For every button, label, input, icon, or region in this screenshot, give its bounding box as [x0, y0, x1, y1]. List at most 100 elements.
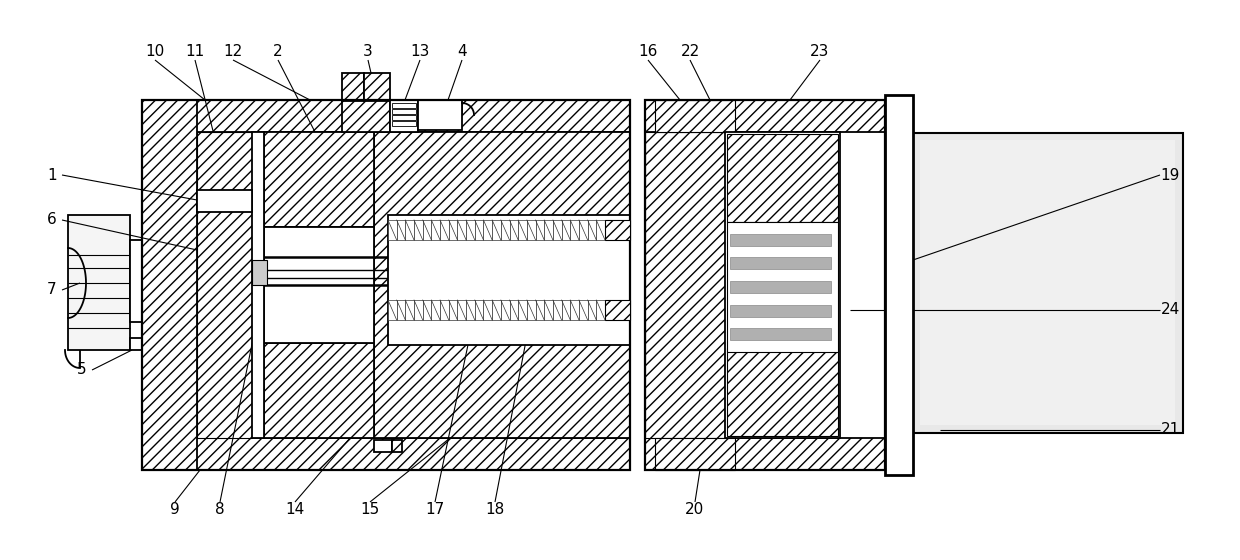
Bar: [588, 220, 596, 240]
Text: 12: 12: [223, 44, 243, 59]
Bar: [920, 140, 1176, 425]
Bar: [536, 220, 544, 240]
Bar: [392, 109, 415, 114]
Text: 20: 20: [686, 502, 704, 517]
Bar: [553, 220, 562, 240]
Bar: [143, 100, 630, 470]
Text: 4: 4: [458, 44, 466, 59]
Bar: [570, 220, 579, 240]
Bar: [418, 100, 463, 130]
Bar: [553, 300, 562, 320]
Bar: [466, 300, 475, 320]
Bar: [579, 300, 588, 320]
Text: 10: 10: [145, 44, 165, 59]
Bar: [885, 95, 913, 475]
Bar: [645, 100, 885, 470]
Bar: [527, 220, 536, 240]
Bar: [730, 234, 831, 246]
Bar: [527, 300, 536, 320]
Bar: [342, 100, 391, 132]
Bar: [492, 300, 501, 320]
Text: 2: 2: [273, 44, 283, 59]
Bar: [392, 115, 415, 120]
Bar: [130, 338, 143, 350]
Bar: [397, 220, 405, 240]
Bar: [579, 220, 588, 240]
Bar: [264, 132, 374, 227]
Bar: [423, 300, 432, 320]
Bar: [562, 300, 570, 320]
Bar: [143, 100, 197, 470]
Bar: [492, 220, 501, 240]
Text: 1: 1: [47, 167, 57, 183]
Bar: [458, 220, 466, 240]
Bar: [68, 215, 130, 350]
Bar: [536, 300, 544, 320]
Bar: [596, 220, 605, 240]
Bar: [392, 121, 415, 126]
Bar: [645, 132, 725, 438]
Bar: [197, 190, 252, 212]
Bar: [143, 438, 630, 470]
Text: 17: 17: [425, 502, 445, 517]
Bar: [605, 220, 630, 240]
Text: 21: 21: [1161, 422, 1179, 437]
Text: 22: 22: [681, 44, 699, 59]
Bar: [596, 300, 605, 320]
Bar: [374, 440, 392, 452]
Bar: [414, 220, 423, 240]
Bar: [484, 220, 492, 240]
Bar: [605, 300, 630, 320]
Bar: [405, 300, 414, 320]
Bar: [388, 215, 630, 345]
Text: 24: 24: [1161, 302, 1179, 318]
Bar: [449, 220, 458, 240]
Text: 23: 23: [810, 44, 830, 59]
Bar: [414, 300, 423, 320]
Text: 9: 9: [170, 502, 180, 517]
Text: 15: 15: [361, 502, 379, 517]
Bar: [645, 100, 885, 132]
Bar: [466, 220, 475, 240]
Bar: [405, 220, 414, 240]
Bar: [388, 220, 397, 240]
Text: 6: 6: [47, 212, 57, 227]
Bar: [518, 300, 527, 320]
Bar: [388, 300, 397, 320]
Text: 5: 5: [77, 362, 87, 377]
Bar: [501, 300, 510, 320]
Bar: [252, 260, 267, 285]
Bar: [264, 227, 374, 343]
Bar: [570, 300, 579, 320]
Bar: [440, 300, 449, 320]
Text: 13: 13: [410, 44, 430, 59]
Bar: [913, 133, 1183, 433]
Bar: [645, 438, 885, 470]
Bar: [342, 73, 365, 101]
Bar: [252, 132, 264, 438]
Bar: [588, 300, 596, 320]
Text: 8: 8: [216, 502, 224, 517]
Bar: [510, 300, 518, 320]
Bar: [655, 100, 735, 132]
Bar: [197, 132, 252, 438]
Bar: [727, 222, 838, 352]
Bar: [432, 220, 440, 240]
Bar: [730, 328, 831, 340]
Bar: [518, 220, 527, 240]
Text: 11: 11: [185, 44, 205, 59]
Bar: [501, 220, 510, 240]
Bar: [392, 440, 402, 452]
Bar: [544, 220, 553, 240]
Bar: [475, 220, 484, 240]
Bar: [562, 220, 570, 240]
Bar: [423, 220, 432, 240]
Bar: [725, 132, 839, 438]
Bar: [730, 258, 831, 269]
Bar: [432, 300, 440, 320]
Text: 3: 3: [363, 44, 373, 59]
Bar: [458, 300, 466, 320]
Text: 19: 19: [1161, 167, 1179, 183]
Bar: [544, 300, 553, 320]
Bar: [365, 73, 391, 101]
